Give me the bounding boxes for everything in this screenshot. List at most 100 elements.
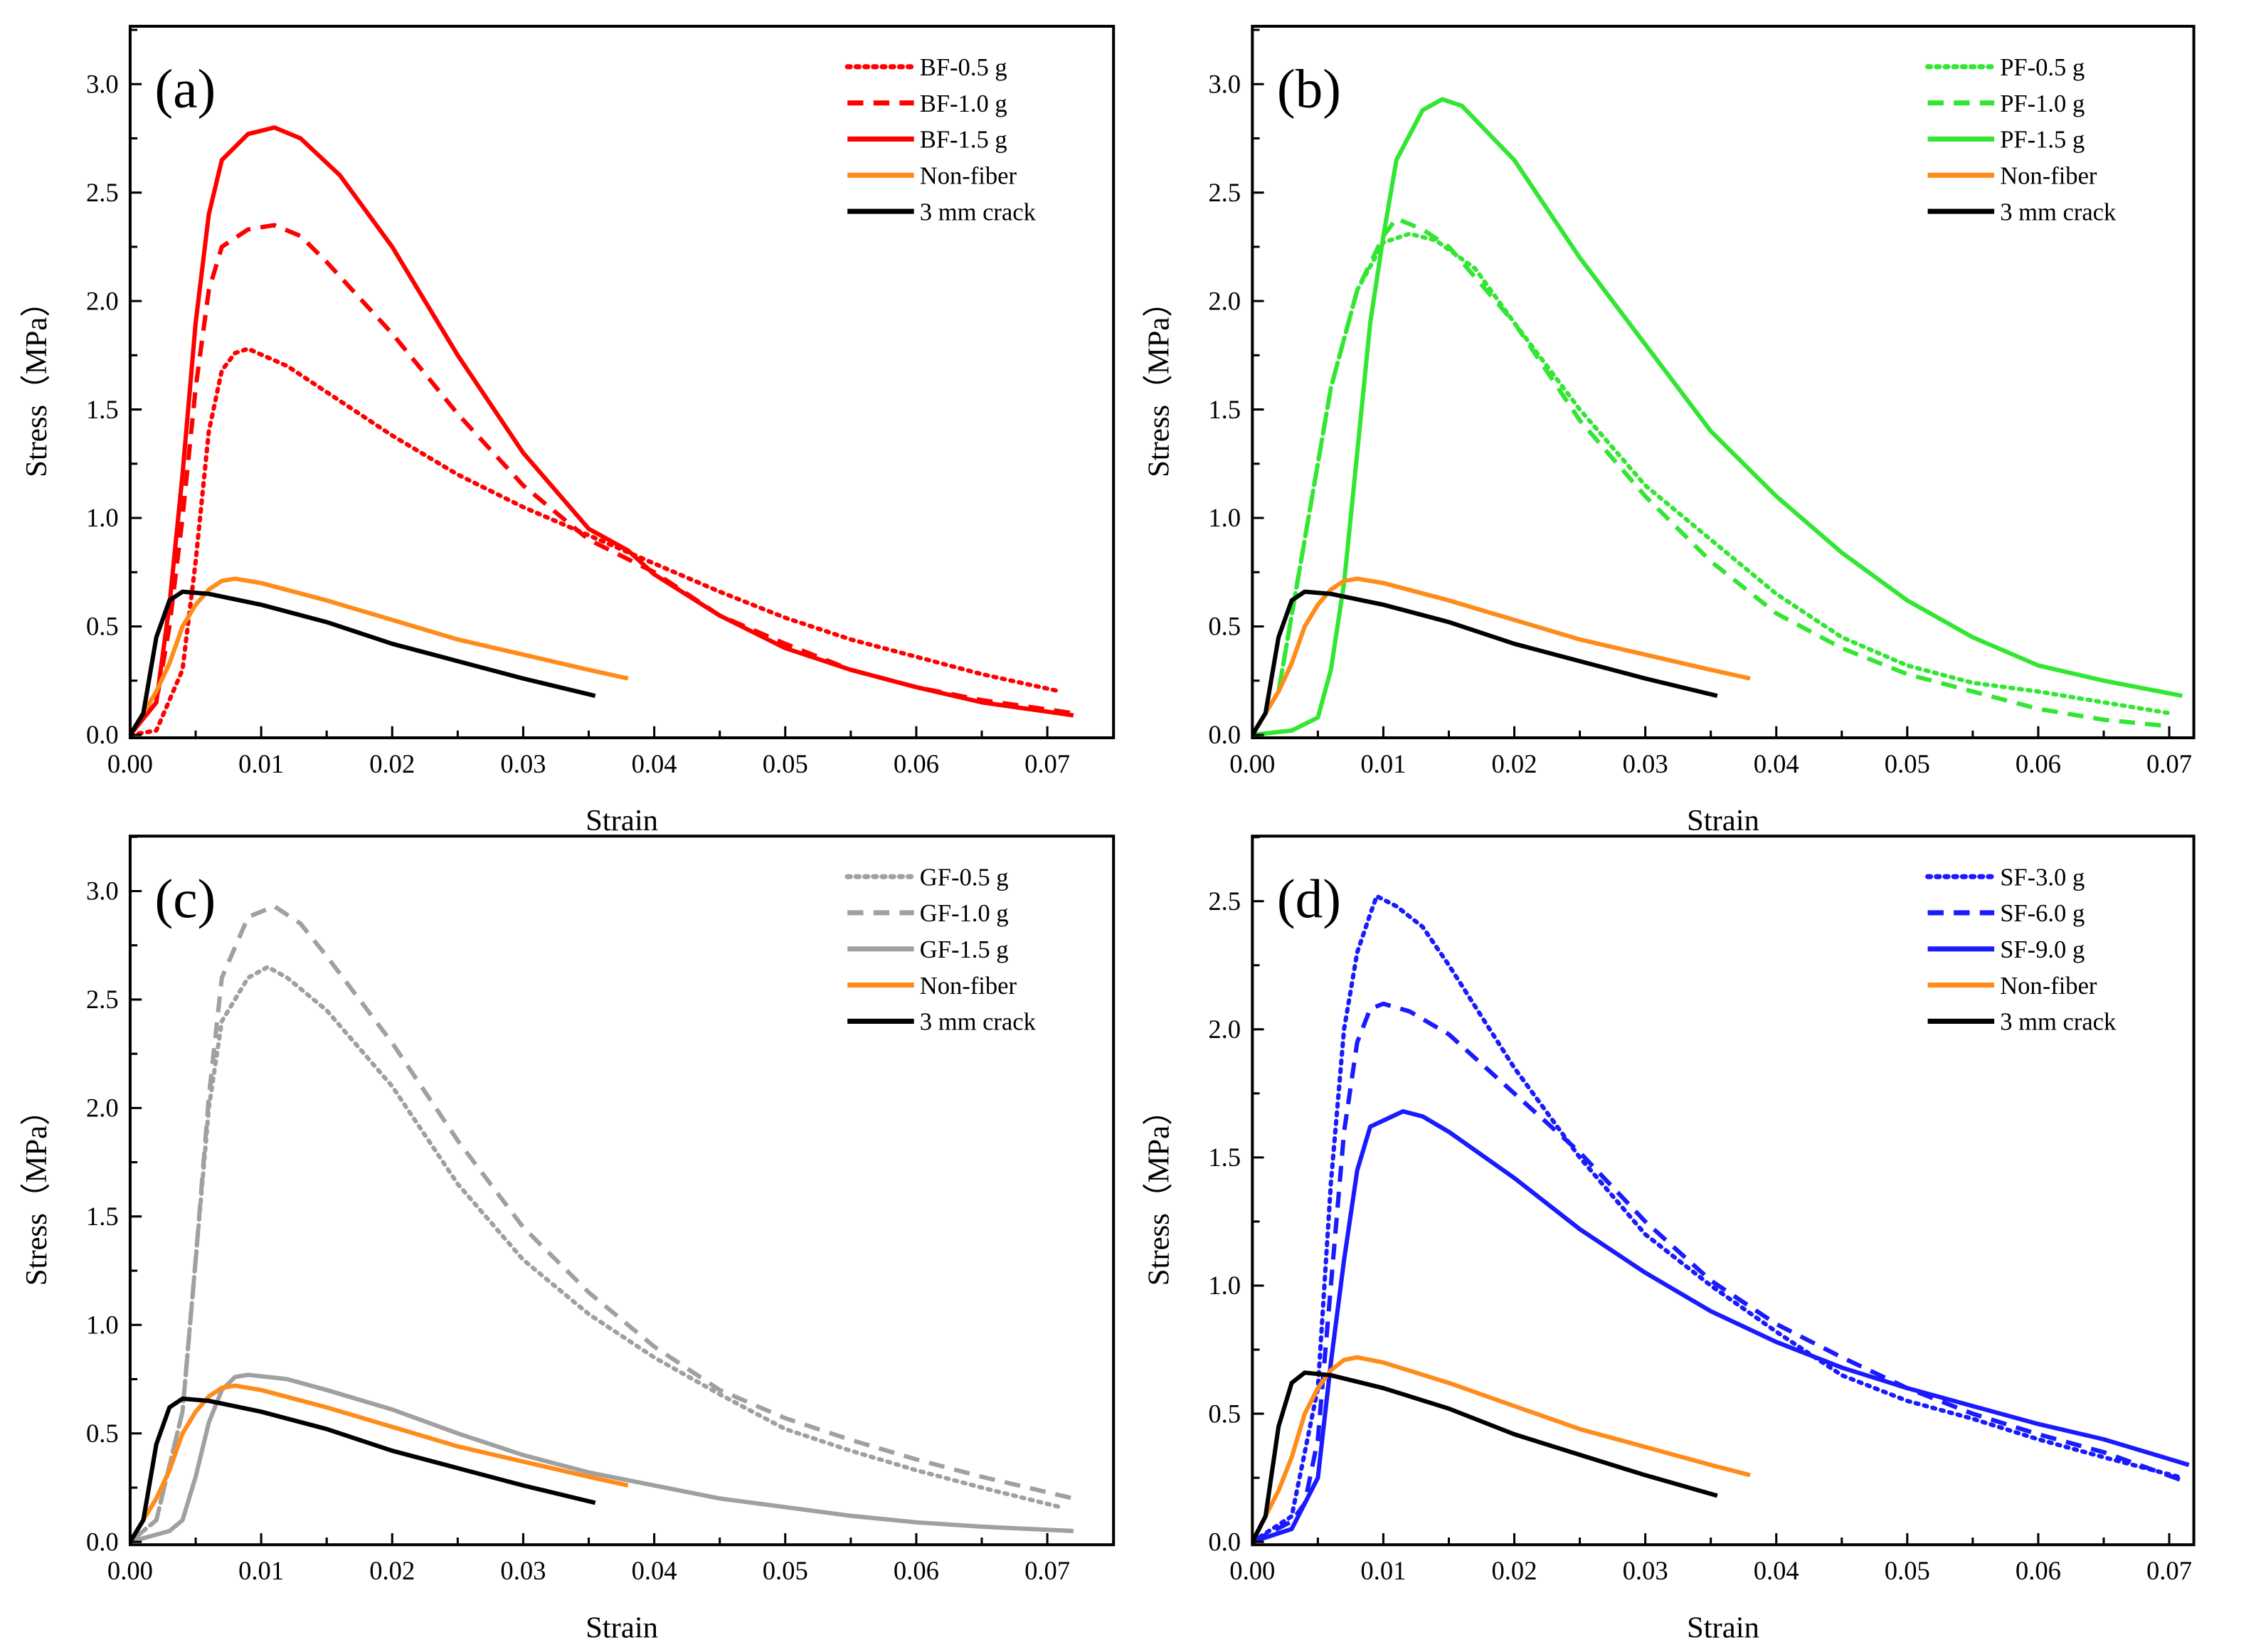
panel-d: 0.00 0.01 0.02 0.03 0.04 0.05 0.06 0.07 0.0 0.5 1.… (1142, 835, 2196, 1644)
y-tick-label: 1.5 (86, 395, 119, 424)
panel-a: 0.00 0.01 0.02 0.03 0.04 0.05 0.06 0.07 0.0 0.5 1.… (20, 24, 1116, 837)
y-tick-label: 2.0 (86, 1094, 119, 1123)
series-line-3-mm-crack (129, 1396, 596, 1543)
x-tick-label: 0.07 (1024, 1556, 1070, 1585)
y-axis-title: Stress（MPa） (20, 287, 53, 477)
x-tick-label: 0.03 (500, 749, 546, 778)
legend: PF-0.5 g PF-1.0 g PF-1.5 g Non-fiber 3 mm cr… (1925, 54, 2117, 226)
x-tick-label: 0.06 (2016, 749, 2061, 778)
series-line-pf-0-5-g (1252, 231, 2172, 737)
series-line-bf-0-5-g (129, 346, 1063, 737)
x-tick-label: 0.01 (1360, 749, 1406, 778)
x-tick-label: 0.00 (107, 749, 153, 778)
y-tick-label: 1.0 (86, 503, 119, 532)
y-tick-label: 0.5 (1208, 1399, 1241, 1428)
panel-label: (a) (154, 58, 216, 120)
series-line-sf-3-0-g (1252, 894, 2185, 1545)
series-line-pf-1-0-g (1252, 216, 2170, 736)
x-tick-label: 0.06 (894, 749, 939, 778)
series-line-bf-1-0-g (129, 223, 1074, 736)
y-axis-title: Stress（MPa） (1142, 1095, 1175, 1286)
x-tick-label: 0.05 (1885, 1556, 1930, 1585)
y-tick-label: 0.5 (1208, 612, 1241, 641)
y-tick-label: 2.5 (86, 178, 119, 207)
legend-label: GF-1.5 g (920, 936, 1009, 963)
x-tick-label: 0.00 (1229, 749, 1275, 778)
y-tick-label: 1.0 (1208, 503, 1241, 532)
x-axis-title: Strain (586, 804, 658, 837)
legend: SF-3.0 g SF-6.0 g SF-9.0 g Non-fiber 3 mm cr… (1925, 864, 2117, 1036)
legend-label: GF-0.5 g (920, 864, 1009, 891)
panel-c: 0.00 0.01 0.02 0.03 0.04 0.05 0.06 0.07 0.0 0.5 1.… (20, 835, 1116, 1644)
series-line-3-mm-crack (1252, 589, 1718, 736)
y-tick-label: 0.0 (86, 1527, 119, 1556)
series-line-non-fiber (129, 576, 629, 736)
x-tick-label: 0.01 (238, 1556, 284, 1585)
x-tick-label: 0.03 (1623, 749, 1668, 778)
series-line-non-fiber (1252, 1355, 1751, 1543)
y-tick-label: 2.5 (86, 985, 119, 1014)
panel-label: (c) (154, 868, 216, 929)
x-tick-label: 0.01 (238, 749, 284, 778)
plot-frame (128, 835, 1116, 1547)
x-tick-label: 0.01 (1360, 1556, 1406, 1585)
legend-label: GF-1.0 g (920, 900, 1009, 927)
x-tick-label: 0.07 (2146, 749, 2192, 778)
series-line-non-fiber (129, 1383, 629, 1543)
legend-label: 3 mm crack (920, 198, 1037, 226)
x-tick-label: 0.03 (1623, 1556, 1668, 1585)
series-line-gf-1-0-g (129, 904, 1074, 1544)
y-tick-label: 1.5 (1208, 395, 1241, 424)
series-line-gf-1-5-g (129, 1372, 1074, 1545)
y-tick-label: 3.0 (1208, 69, 1241, 98)
legend-label: PF-0.5 g (2000, 54, 2085, 81)
legend-label: SF-6.0 g (2000, 900, 2085, 927)
panel-label: (d) (1277, 868, 1341, 929)
series-line-pf-1-5-g (1252, 97, 2183, 737)
legend-label: 3 mm crack (2000, 1009, 2117, 1036)
x-tick-label: 0.04 (1754, 1556, 1799, 1585)
x-tick-label: 0.06 (894, 1556, 939, 1585)
legend-label: Non-fiber (920, 162, 1017, 189)
y-tick-label: 0.5 (86, 612, 119, 641)
x-tick-label: 0.04 (632, 1556, 677, 1585)
series-line-sf-9-0-g (1252, 1109, 2190, 1545)
y-tick-label: 2.0 (86, 286, 119, 315)
x-tick-label: 0.04 (632, 749, 677, 778)
series-line-gf-0-5-g (129, 965, 1063, 1545)
y-tick-label: 2.0 (1208, 1015, 1241, 1044)
y-tick-label: 3.0 (86, 69, 119, 98)
x-tick-label: 0.06 (2016, 1556, 2061, 1585)
x-tick-label: 0.02 (1492, 749, 1537, 778)
legend-label: Non-fiber (2000, 162, 2097, 189)
legend-label: SF-3.0 g (2000, 864, 2085, 891)
legend-label: SF-9.0 g (2000, 936, 2085, 963)
x-tick-label: 0.05 (763, 1556, 808, 1585)
legend-label: Non-fiber (920, 973, 1017, 1000)
plot-frame (128, 24, 1116, 740)
y-tick-label: 1.0 (86, 1310, 119, 1339)
y-tick-label: 2.5 (1208, 886, 1241, 916)
x-tick-label: 0.03 (500, 1556, 546, 1585)
legend-label: PF-1.5 g (2000, 127, 2085, 154)
legend-label: 3 mm crack (920, 1009, 1037, 1036)
y-tick-label: 2.0 (1208, 286, 1241, 315)
y-tick-label: 2.5 (1208, 178, 1241, 207)
x-axis-title: Strain (586, 1611, 658, 1644)
y-axis-title: Stress（MPa） (20, 1095, 53, 1286)
x-axis-title: Strain (1687, 1611, 1759, 1644)
legend: BF-0.5 g BF-1.0 g BF-1.5 g Non-fiber 3 mm cr… (844, 54, 1037, 226)
legend-label: BF-0.5 g (920, 54, 1007, 81)
x-axis-title: Strain (1687, 804, 1759, 837)
y-tick-label: 0.0 (1208, 720, 1241, 749)
series-line-3-mm-crack (1252, 1370, 1718, 1543)
series-line-bf-1-5-g (129, 125, 1074, 736)
y-axis-title: Stress（MPa） (1142, 287, 1175, 477)
legend-label: 3 mm crack (2000, 198, 2117, 226)
x-tick-label: 0.05 (1885, 749, 1930, 778)
legend-label: BF-1.5 g (920, 127, 1007, 154)
x-tick-label: 0.02 (369, 749, 415, 778)
x-tick-label: 0.07 (1024, 749, 1070, 778)
y-tick-label: 0.0 (1208, 1527, 1241, 1556)
